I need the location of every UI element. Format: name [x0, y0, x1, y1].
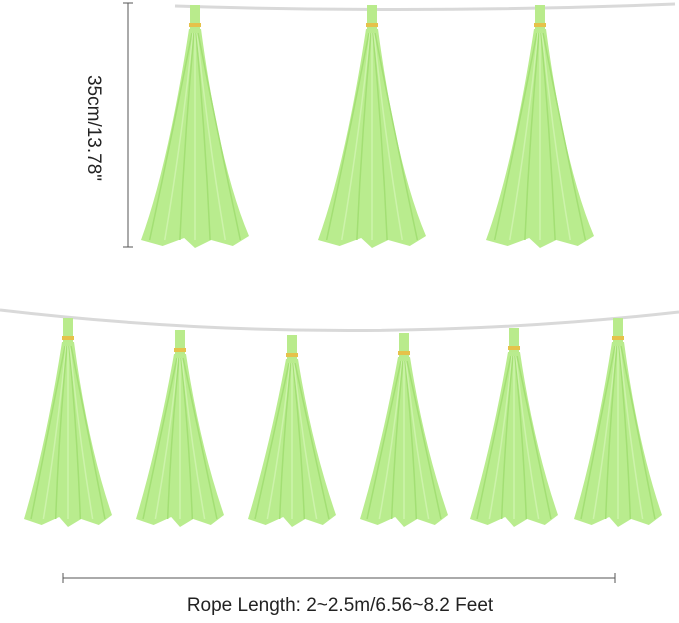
tassel-tab: [367, 5, 377, 31]
tassel-strand: [182, 357, 218, 520]
tassel-strand: [70, 345, 106, 520]
tassel-strand: [278, 362, 292, 520]
tassel-band: [398, 351, 410, 355]
tassel-strand: [196, 32, 226, 241]
tassel-strand: [179, 32, 195, 241]
tassel-strand: [293, 362, 318, 520]
tassel-strand: [69, 345, 94, 520]
tassel-strand: [476, 355, 512, 520]
tassel-strand: [372, 32, 388, 241]
tassel-strand: [514, 355, 528, 520]
tassel-strand: [373, 32, 403, 241]
tassel-tab: [175, 330, 185, 356]
tassel-strand: [509, 32, 539, 241]
tassel-strand: [292, 362, 306, 520]
tassel-strand: [515, 355, 540, 520]
tassel-strand: [618, 345, 632, 520]
tassel-tab: [535, 5, 545, 31]
tassel-strand: [619, 345, 644, 520]
tassel-strand: [620, 345, 656, 520]
tassel-strand: [341, 32, 371, 241]
tassel-band: [612, 336, 624, 340]
height-label: 35cm/13.78": [83, 75, 104, 181]
tassel-strand: [197, 32, 242, 241]
tassel-strand: [500, 355, 514, 520]
tassel-strand: [580, 345, 616, 520]
tassel-strand: [154, 357, 179, 520]
tassel-strand: [604, 345, 618, 520]
rope-label: Rope Length: 2~2.5m/6.56~8.2 Feet: [187, 595, 494, 616]
tassel-band: [174, 348, 186, 352]
height-dimension: [123, 2, 133, 248]
tassel-tab: [63, 318, 73, 344]
tassel-band: [286, 353, 298, 357]
tassel-tab: [399, 333, 409, 359]
tassel-strand: [148, 32, 193, 241]
tassel-strand: [378, 360, 403, 520]
tassel-band: [62, 336, 74, 340]
tassel-band: [534, 23, 546, 27]
tassel-tab: [509, 328, 519, 354]
tassel-strand: [366, 360, 402, 520]
tassel-strand: [68, 345, 82, 520]
tassel-strand: [294, 362, 330, 520]
tassel-strand: [142, 357, 178, 520]
tassel-strand: [325, 32, 370, 241]
tassel-strand: [180, 357, 194, 520]
tassel-strand: [195, 32, 211, 241]
tassel-strand: [356, 32, 372, 241]
tassel-strand: [406, 360, 442, 520]
tassel-strand: [404, 360, 418, 520]
tassel-band: [508, 346, 520, 350]
tassel-strand: [181, 357, 206, 520]
tassel-strand: [405, 360, 430, 520]
tassel-strand: [374, 32, 419, 241]
tassel-strand: [266, 362, 291, 520]
tassel-strand: [516, 355, 552, 520]
tassel-strand: [54, 345, 68, 520]
tassel-strand: [488, 355, 513, 520]
rope-dimension: [62, 573, 616, 583]
tassel-strand: [166, 357, 180, 520]
rope-top: [174, 2, 676, 12]
tassel-band: [189, 23, 201, 27]
tassel-strand: [42, 345, 67, 520]
tassel-strand: [541, 32, 571, 241]
tassel-tab: [613, 318, 623, 344]
rope-bottom: [0, 308, 679, 333]
tassel-strand: [542, 32, 587, 241]
tassel-tab: [287, 335, 297, 361]
tassel-band: [366, 23, 378, 27]
tassel-strand: [30, 345, 66, 520]
tassel-strand: [493, 32, 538, 241]
tassel-strand: [540, 32, 556, 241]
tassel-strand: [592, 345, 617, 520]
tassel-strand: [390, 360, 404, 520]
tassel-strand: [164, 32, 194, 241]
tassel-strand: [524, 32, 540, 241]
tassel-strand: [254, 362, 290, 520]
tassels: [24, 5, 662, 527]
tassel-tab: [190, 5, 200, 31]
